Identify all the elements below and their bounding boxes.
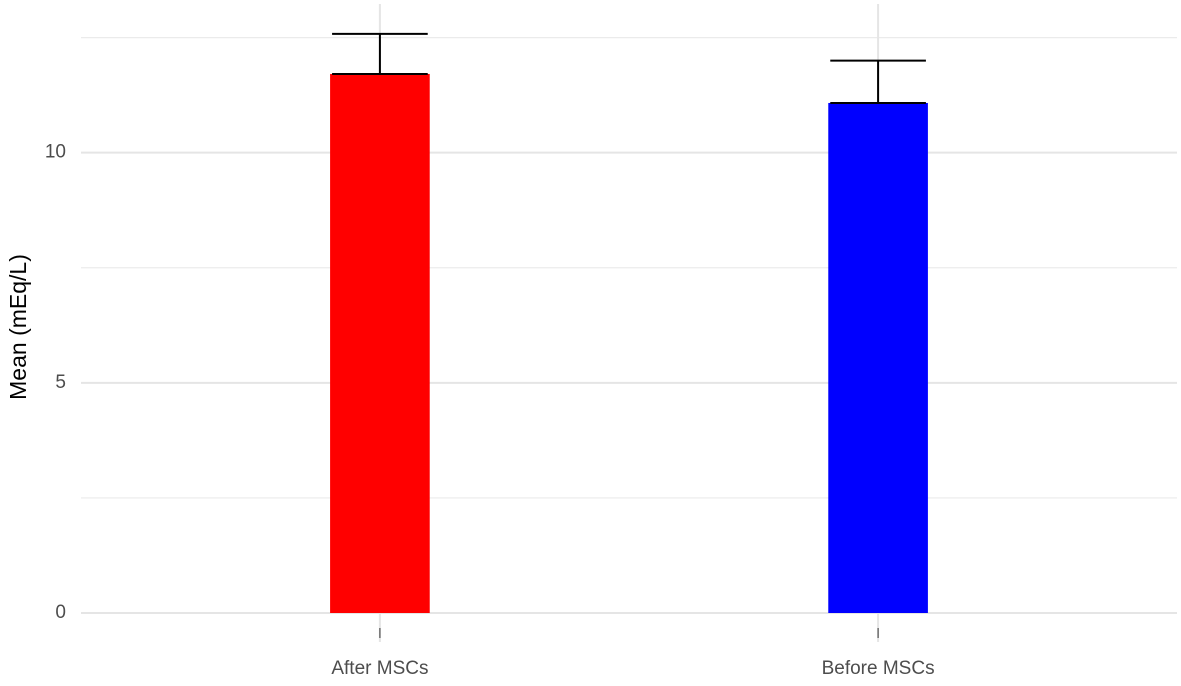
bar (330, 73, 430, 613)
x-tick-label: After MSCs (331, 658, 428, 679)
y-tick-label: 0 (55, 602, 66, 623)
bar (828, 102, 928, 613)
x-tick-label: Before MSCs (822, 658, 935, 679)
y-axis-title: Mean (mEq/L) (5, 254, 31, 400)
y-tick-label: 5 (55, 372, 66, 393)
y-tick-label: 10 (45, 142, 66, 163)
